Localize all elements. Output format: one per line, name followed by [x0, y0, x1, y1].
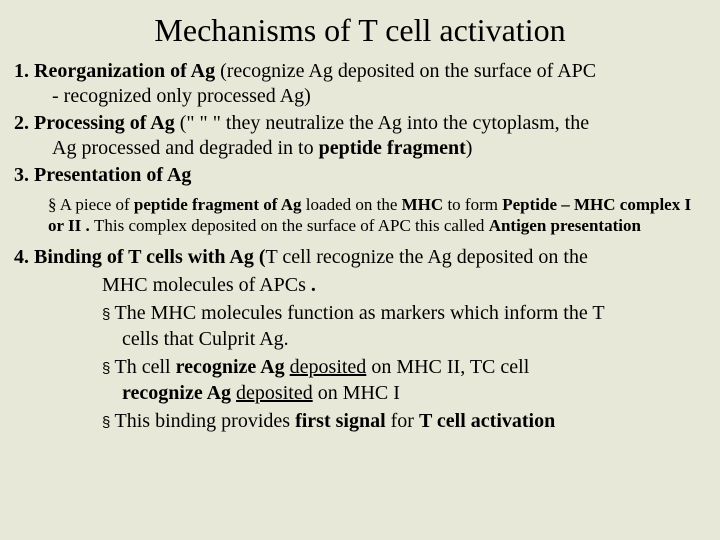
s4a-l2: cells that Culprit Ag. — [122, 328, 289, 350]
s4b-t1b: recognize Ag — [176, 356, 290, 378]
item-4-cont-text: MHC molecules of APCs — [102, 274, 311, 296]
s4b-t2c: on MHC I — [313, 382, 400, 404]
sub4-a: § The MHC molecules function as markers … — [102, 300, 706, 352]
s4c-t1: This binding provides — [115, 410, 296, 432]
s4b-t2a: recognize Ag — [122, 382, 236, 404]
s3-t5: to form — [447, 195, 502, 214]
item-1: 1. Reorganization of Ag (recognize Ag de… — [14, 59, 706, 109]
item-1-text: (recognize Ag deposited on the surface o… — [215, 60, 596, 82]
item-3: 3. Presentation of Ag — [14, 163, 706, 188]
s3-t3: loaded on the — [306, 195, 402, 214]
item-3-sub: § A piece of peptide fragment of Ag load… — [14, 194, 706, 237]
item-2-text1: (" " " they neutralize the Ag into the c… — [175, 112, 589, 134]
item-4-cont: MHC molecules of APCs . — [102, 274, 316, 296]
item-1-cont: - recognized only processed Ag) — [14, 84, 706, 109]
bullet-icon: § — [102, 360, 115, 377]
item-4-subs: MHC molecules of APCs . § The MHC molecu… — [14, 272, 706, 434]
s3-t2: peptide fragment of Ag — [134, 195, 306, 214]
item-4-dot: . — [311, 274, 316, 296]
bullet-marker: § — [48, 195, 57, 214]
s4b-t1c: deposited — [290, 356, 367, 378]
s3-t4: MHC — [402, 195, 448, 214]
item-2-text2b: peptide fragment — [319, 137, 466, 159]
s4b-t1a: Th cell — [115, 356, 176, 378]
item-3-label: 3. Presentation of Ag — [14, 164, 191, 186]
item-2-text2a: Ag processed and degraded in to — [52, 137, 319, 159]
item-4: 4. Binding of T cells with Ag (T cell re… — [14, 245, 706, 270]
item-2-label: 2. Processing of Ag — [14, 112, 175, 134]
s4c-t3: for — [386, 410, 419, 432]
item-4-text1: T cell recognize the Ag deposited on the — [266, 246, 588, 268]
sub4-c: § This binding provides first signal for… — [102, 408, 706, 434]
s4a-l1: The MHC molecules function as markers wh… — [115, 302, 605, 324]
item-2: 2. Processing of Ag (" " " they neutrali… — [14, 111, 706, 161]
item-4-label: 4. Binding of T cells with Ag ( — [14, 246, 266, 268]
bullet-icon: § — [102, 414, 115, 431]
s3-t1: A piece of — [57, 195, 134, 214]
s3-t8: Antigen presentation — [489, 216, 641, 235]
s4b-t2b: deposited — [236, 382, 313, 404]
page-title: Mechanisms of T cell activation — [14, 12, 706, 49]
s3-t7: This complex deposited on the surface of… — [94, 216, 489, 235]
item-1-label: 1. Reorganization of Ag — [14, 60, 215, 82]
numbered-list: 1. Reorganization of Ag (recognize Ag de… — [14, 59, 706, 434]
item-2-text2c: ) — [466, 137, 473, 159]
bullet-icon: § — [102, 306, 115, 323]
item-2-line2: Ag processed and degraded in to peptide … — [14, 136, 706, 161]
slide: Mechanisms of T cell activation 1. Reorg… — [0, 0, 720, 540]
s4c-t2: first signal — [295, 410, 386, 432]
s4c-t4: T cell activation — [419, 410, 555, 432]
s4b-t1d: on MHC II, TC cell — [366, 356, 529, 378]
sub4-b: § Th cell recognize Ag deposited on MHC … — [102, 354, 706, 406]
